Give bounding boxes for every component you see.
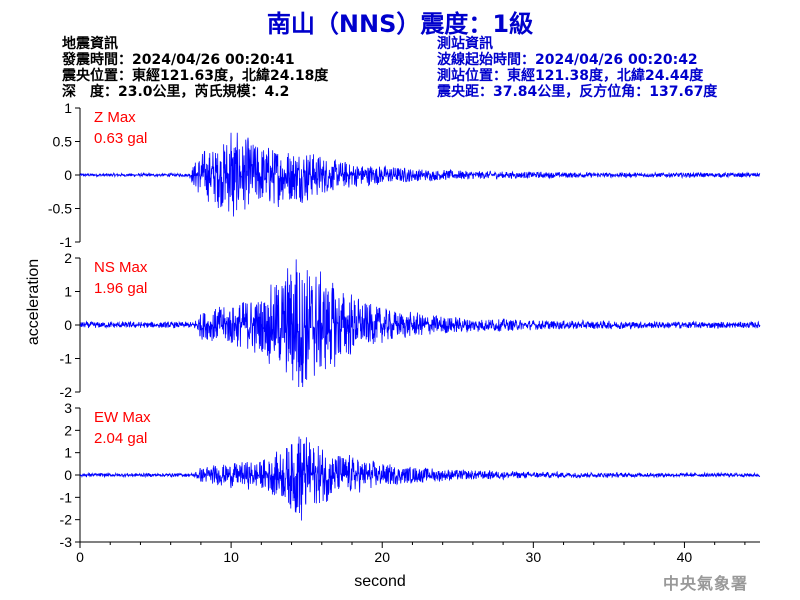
station-info-heading: 測站資訊 [437,36,493,52]
max-value-z: 0.63 gal [94,130,147,147]
y-tick-label-ns: 0 [64,317,72,333]
y-tick-label-ew: 3 [64,400,72,416]
depth-magnitude-text: 深 度：23.0公里，芮氏規模：4.2 [62,84,290,100]
station-info-block: 測站資訊 波線起始時間：2024/04/26 00:20:42 測站位置：東經1… [437,36,717,100]
y-tick-label-ew: 0 [64,467,72,483]
y-tick-label-z: -0.5 [48,201,72,217]
x-tick-label: 30 [526,549,542,565]
y-tick-label-z: 0 [64,167,72,183]
y-tick-label-z: -1 [60,234,73,250]
max-label-ew: EW Max [94,409,151,426]
y-tick-label-ew: -1 [60,489,73,505]
x-tick-label: 0 [76,549,84,565]
max-label-ns: NS Max [94,259,148,276]
y-tick-label-ew: -3 [60,534,73,550]
waveform-trace-ns [79,259,761,387]
y-tick-label-z: 1 [64,100,72,116]
max-value-ew: 2.04 gal [94,430,147,447]
agency-watermark: 中央氣象署 [662,574,748,593]
y-tick-label-ew: 2 [64,422,72,438]
x-axis-label: second [354,573,406,590]
y-tick-label-ns: -2 [60,384,73,400]
x-tick-label: 40 [677,549,693,565]
y-tick-label-ew: -2 [60,512,73,528]
event-info-block: 地震資訊 發震時間：2024/04/26 00:20:41 震央位置：東經121… [62,36,328,100]
waveform-trace-z [79,132,761,217]
origin-time-text: 發震時間：2024/04/26 00:20:41 [62,52,295,68]
distance-azimuth-text: 震央距：37.84公里，反方位角：137.67度 [437,84,718,100]
wave-start-text: 波線起始時間：2024/04/26 00:20:42 [437,52,698,68]
x-tick-label: 10 [223,549,239,565]
max-label-z: Z Max [94,109,136,126]
max-value-ns: 1.96 gal [94,280,147,297]
chart-title: 南山（NNS）震度：1級 [266,10,534,38]
x-tick-label: 20 [374,549,390,565]
y-axis-label: acceleration [25,259,42,345]
y-tick-label-z: 0.5 [53,134,73,150]
y-tick-label-ns: 2 [64,250,72,266]
waveform-trace-ew [79,436,761,521]
y-tick-label-ns: 1 [64,284,72,300]
station-location-text: 測站位置：東經121.38度，北緯24.44度 [437,68,704,84]
event-info-heading: 地震資訊 [62,36,118,52]
y-tick-label-ew: 1 [64,445,72,461]
y-tick-label-ns: -1 [60,351,73,367]
epicenter-text: 震央位置：東經121.63度，北緯24.18度 [62,68,329,84]
